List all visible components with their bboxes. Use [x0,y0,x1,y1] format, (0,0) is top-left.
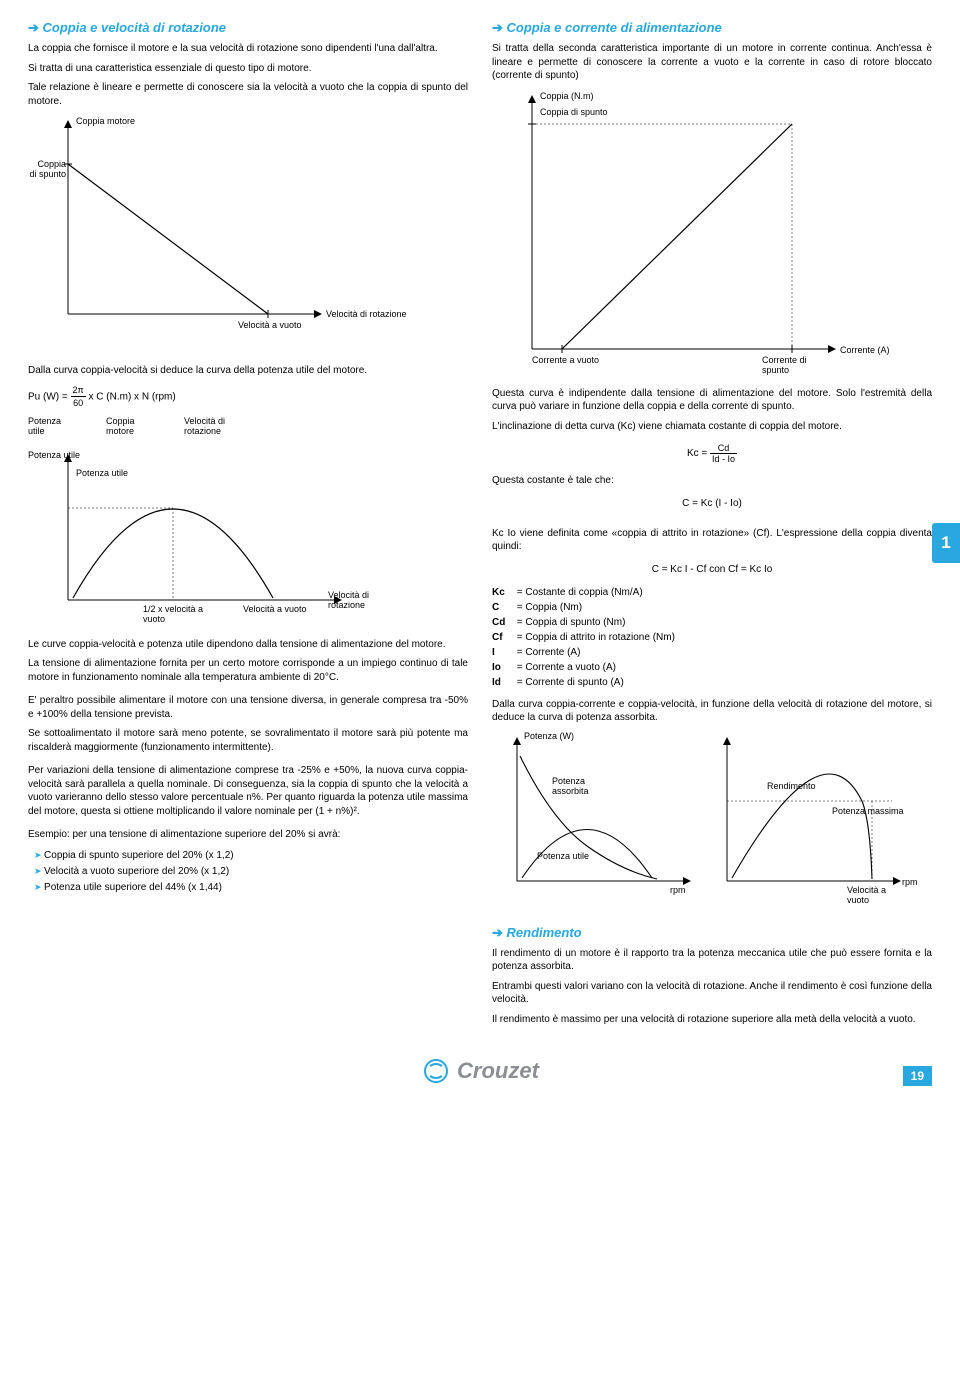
para: Il rendimento di un motore è il rapporto… [492,947,932,974]
logo-icon [421,1056,451,1086]
chart-useful-power: Potenza utile Potenza utile 1/2 x veloci… [28,450,468,630]
para: Per variazioni della tensione di aliment… [28,764,468,818]
axis-tick-label: Velocità a vuoto [243,604,307,614]
axis-label: Corrente (A) [840,345,890,355]
axis-tick-label: Corrente di spunto [762,355,822,375]
section-heading-efficiency: Rendimento [492,925,932,941]
axis-label: Potenza utile [28,450,80,460]
brand-logo: Crouzet [421,1056,539,1086]
para: Kc Io viene definita come «coppia di att… [492,527,932,554]
list-item: Velocità a vuoto superiore del 20% (x 1,… [34,864,468,880]
axis-label: Velocità di rotazione [328,590,398,610]
axis-tick-label: Coppia di spunto [28,159,66,179]
chart-torque-speed: Coppia motore Coppia di spunto Velocità … [28,114,468,344]
axis-label: rpm [670,885,686,895]
section-heading-torque-speed: Coppia e velocità di rotazione [28,20,468,36]
axis-tick-label: Velocità a vuoto [847,885,897,905]
axis-tick-label: 1/2 x velocità a vuoto [143,604,213,624]
list-item: Coppia di spunto superiore del 20% (x 1,… [34,848,468,864]
para: Le curve coppia-velocità e potenza utile… [28,638,468,652]
list-item: Potenza utile superiore del 44% (x 1,44) [34,880,468,896]
axis-tick-label: Corrente a vuoto [532,355,599,365]
axis-label: Velocità di rotazione [326,309,407,319]
para: Tale relazione è lineare e permette di c… [28,81,468,108]
formula-labels: Potenza utile Coppia motore Velocità di … [28,416,468,436]
para: Questa curva è indipendente dalla tensio… [492,387,932,414]
para: E' peraltro possibile alimentare il moto… [28,694,468,721]
definitions-list: Kc = Costante di coppia (Nm/A) C = Coppi… [492,585,932,690]
chart-annotation: Potenza assorbita [552,776,602,796]
para: Il rendimento è massimo per una velocità… [492,1013,932,1027]
para: La tensione di alimentazione fornita per… [28,657,468,684]
axis-label: Coppia (N.m) [540,91,594,101]
para: Si tratta di una caratteristica essenzia… [28,62,468,76]
para: Se sottoalimentato il motore sarà meno p… [28,727,468,754]
chart-torque-current: Coppia (N.m) Coppia di spunto Corrente a… [492,89,932,379]
chart-annotation: Potenza utile [76,468,128,478]
para: Questa costante è tale che: [492,474,932,488]
formula-kc: Kc = CdId - Io [492,443,932,464]
chart-power-efficiency: Potenza (W) Potenza assorbita Potenza ut… [492,731,932,911]
formula-cf: C = Kc I - Cf con Cf = Kc Io [492,564,932,575]
axis-label: Potenza (W) [524,731,574,741]
para: La coppia che fornisce il motore e la su… [28,42,468,56]
para: Esempio: per una tensione di alimentazio… [28,828,468,842]
chart-annotation: Potenza utile [537,851,589,861]
axis-tick-label: Velocità a vuoto [238,320,302,330]
chart-annotation: Potenza massima [832,806,904,816]
axis-tick-label: Coppia di spunto [540,107,608,117]
side-tab: 1 [932,523,960,563]
axis-label: Coppia motore [76,116,135,126]
chart-annotation: Rendimento [767,781,816,791]
para: L'inclinazione di detta curva (Kc) viene… [492,420,932,434]
para: Si tratta della seconda caratteristica i… [492,42,932,83]
para: Dalla curva coppia-velocità si deduce la… [28,364,468,378]
axis-label: rpm [902,877,918,887]
para: Dalla curva coppia-corrente e coppia-vel… [492,698,932,725]
example-list: Coppia di spunto superiore del 20% (x 1,… [34,848,468,896]
page-footer: Crouzet [28,1056,932,1086]
para: Entrambi questi valori variano con la ve… [492,980,932,1007]
formula-c: C = Kc (I - Io) [492,498,932,509]
page-number: 19 [903,1066,932,1086]
formula-useful-power: Pu (W) = 2π60 x C (N.m) x N (rpm) [28,384,468,410]
section-heading-torque-current: Coppia e corrente di alimentazione [492,20,932,36]
